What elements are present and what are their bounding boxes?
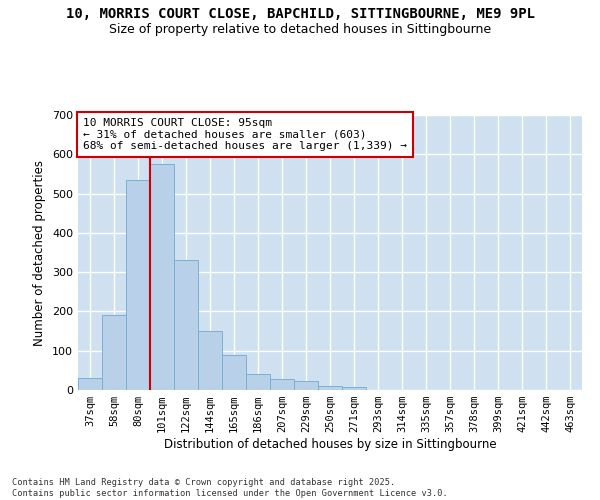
Text: 10, MORRIS COURT CLOSE, BAPCHILD, SITTINGBOURNE, ME9 9PL: 10, MORRIS COURT CLOSE, BAPCHILD, SITTIN… — [65, 8, 535, 22]
Text: 10 MORRIS COURT CLOSE: 95sqm
← 31% of detached houses are smaller (603)
68% of s: 10 MORRIS COURT CLOSE: 95sqm ← 31% of de… — [83, 118, 407, 151]
Bar — [126, 180, 150, 390]
Bar — [342, 387, 366, 390]
Bar — [294, 382, 318, 390]
Bar — [222, 354, 246, 390]
Bar — [150, 164, 174, 390]
Bar — [198, 331, 222, 390]
Bar — [246, 374, 270, 390]
Text: Contains HM Land Registry data © Crown copyright and database right 2025.
Contai: Contains HM Land Registry data © Crown c… — [12, 478, 448, 498]
Bar — [78, 378, 102, 390]
Y-axis label: Number of detached properties: Number of detached properties — [34, 160, 46, 346]
X-axis label: Distribution of detached houses by size in Sittingbourne: Distribution of detached houses by size … — [164, 438, 496, 451]
Bar — [318, 386, 342, 390]
Bar — [174, 260, 198, 390]
Bar — [102, 316, 126, 390]
Text: Size of property relative to detached houses in Sittingbourne: Size of property relative to detached ho… — [109, 22, 491, 36]
Bar — [270, 379, 294, 390]
